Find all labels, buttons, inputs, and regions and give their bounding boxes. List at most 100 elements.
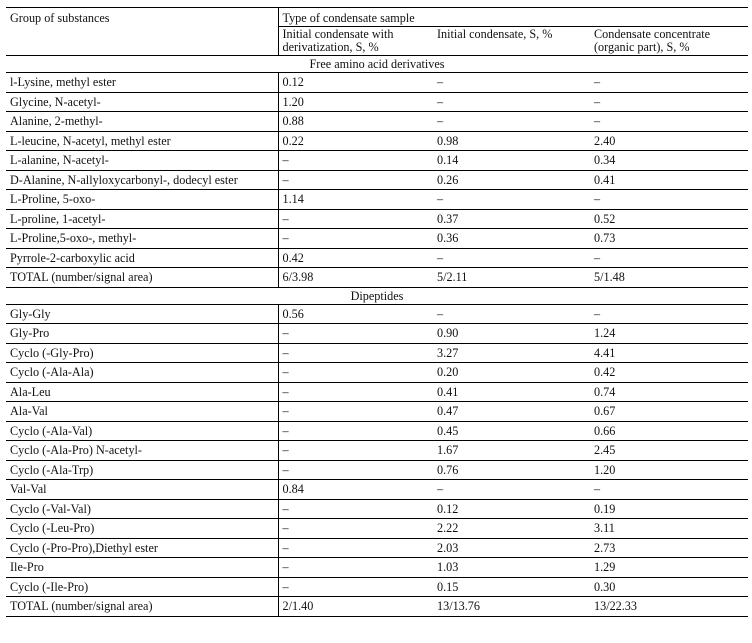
concentrate-value-cell: – <box>590 72 749 92</box>
initial-value-cell: 2.03 <box>433 537 590 558</box>
concentrate-value-cell: – <box>590 189 749 209</box>
concentrate-value-cell: – <box>590 91 749 112</box>
deriv-value-cell: – <box>277 401 433 421</box>
substance-name-cell: Gly-Pro <box>6 323 278 343</box>
initial-value-cell: 0.26 <box>433 169 590 190</box>
initial-value-cell: 0.37 <box>433 208 590 229</box>
table-row: L-Proline,5-oxo-, methyl- –0.36 0.73 <box>6 228 749 248</box>
concentrate-value-cell: 3.11 <box>590 518 749 538</box>
substance-name-cell: Gly-Gly <box>6 303 278 324</box>
concentrate-value-cell: 0.34 <box>590 150 749 170</box>
initial-value-cell: 0.20 <box>433 362 590 382</box>
initial-value-cell: 0.14 <box>433 150 590 170</box>
concentrate-value-cell: 1.24 <box>590 323 749 343</box>
initial-value-cell: 13/13.76 <box>433 596 590 617</box>
deriv-value-cell: 6/3.98 <box>277 267 433 287</box>
table-row: Cyclo (-Ala-Ala) –0.20 0.42 <box>6 362 749 382</box>
substance-name-cell: Cyclo (-Ile-Pro) <box>6 576 278 597</box>
initial-value-cell: – <box>433 303 590 324</box>
table-row: Cyclo (-Val-Val) –0.12 0.19 <box>6 498 749 519</box>
table-row: Gly-Gly 0.56– – <box>6 303 749 324</box>
concentrate-value-cell: 2.45 <box>590 440 749 460</box>
substance-name-cell: D-Alanine, N-allyloxycarbonyl-, dodecyl … <box>6 169 278 190</box>
deriv-value-cell: – <box>277 381 433 402</box>
table-row: L-alanine, N-acetyl- –0.14 0.34 <box>6 150 749 170</box>
concentrate-value-cell: 0.42 <box>590 362 749 382</box>
initial-value-cell: – <box>433 111 590 131</box>
initial-value-cell: 5/2.11 <box>433 267 590 287</box>
initial-value-cell: – <box>433 91 590 112</box>
initial-value-cell: 2.22 <box>433 518 590 538</box>
deriv-value-cell: 0.12 <box>277 72 433 92</box>
table-row: L-leucine, N-acetyl, methyl ester 0.22 0.9… <box>6 130 749 151</box>
concentrate-value-cell: 1.20 <box>590 459 749 480</box>
concentrate-value-cell: – <box>590 303 749 324</box>
concentrate-value-cell: 0.66 <box>590 420 749 441</box>
header-row-1: Group of substances Type of condensate s… <box>6 7 749 56</box>
substance-name-cell: Glycine, N-acetyl- <box>6 91 278 112</box>
table-row: Ala-Val –0.47 0.67 <box>6 401 749 421</box>
initial-value-cell: 0.90 <box>433 323 590 343</box>
table-row: Ala-Leu –0.41 0.74 <box>6 381 749 402</box>
substance-name-cell: Cyclo (-Pro-Pro),Diethyl ester <box>6 537 278 558</box>
substance-name-cell: L-Proline, 5-oxo- <box>6 189 278 209</box>
concentrate-value-cell: 0.30 <box>590 576 749 597</box>
substance-name-cell: Cyclo (-Ala-Trp) <box>6 459 278 480</box>
concentrate-column-header: Condensate concentrate (organic part), S… <box>590 26 749 56</box>
section-title: Free amino acid derivatives <box>6 55 749 73</box>
deriv-value-cell: – <box>277 498 433 519</box>
substance-name-cell: L-leucine, N-acetyl, methyl ester <box>6 130 278 151</box>
initial-value-cell: 0.76 <box>433 459 590 480</box>
initial-value-cell: 0.47 <box>433 401 590 421</box>
table-row: L-proline, 1-acetyl- –0.37 0.52 <box>6 208 749 229</box>
initial-value-cell: 1.03 <box>433 557 590 577</box>
initial-column-header: Initial condensate, S, % <box>433 26 590 56</box>
section-header-row: Free amino acid derivatives <box>6 55 749 73</box>
initial-value-cell: 0.12 <box>433 498 590 519</box>
substance-name-cell: l-Lysine, methyl ester <box>6 72 278 92</box>
deriv-value-cell: – <box>277 440 433 460</box>
deriv-value-cell: – <box>277 362 433 382</box>
deriv-value-cell: – <box>277 169 433 190</box>
initial-value-cell: 0.41 <box>433 381 590 402</box>
deriv-value-cell: – <box>277 150 433 170</box>
group-of-substances-header: Group of substances <box>6 7 278 56</box>
table-row: Cyclo (-Ile-Pro) –0.15 0.30 <box>6 576 749 597</box>
deriv-value-cell: 0.22 <box>277 130 433 151</box>
deriv-value-cell: 0.88 <box>277 111 433 131</box>
initial-value-cell: 0.15 <box>433 576 590 597</box>
substance-name-cell: Alanine, 2-methyl- <box>6 111 278 131</box>
table-row: Cyclo (-Leu-Pro) –2.22 3.11 <box>6 518 749 538</box>
deriv-value-cell: – <box>277 518 433 538</box>
table-row: Val-Val 0.84– – <box>6 479 749 499</box>
substance-name-cell: TOTAL (number/signal area) <box>6 267 278 287</box>
section-header-row: Dipeptides <box>6 286 749 304</box>
table-row: Cyclo (-Ala-Pro) N-acetyl- –1.67 2.45 <box>6 440 749 460</box>
concentrate-value-cell: 0.19 <box>590 498 749 519</box>
concentrate-value-cell: 2.40 <box>590 130 749 151</box>
concentrate-value-cell: 0.73 <box>590 228 749 248</box>
deriv-value-cell: 0.56 <box>277 303 433 324</box>
concentrate-value-cell: 5/1.48 <box>590 267 749 287</box>
deriv-value-cell: – <box>277 323 433 343</box>
condensate-table: Group of substances Type of condensate s… <box>6 7 749 617</box>
substance-name-cell: L-Proline,5-oxo-, methyl- <box>6 228 278 248</box>
deriv-value-cell: – <box>277 576 433 597</box>
deriv-value-cell: – <box>277 228 433 248</box>
deriv-value-cell: – <box>277 537 433 558</box>
deriv-value-cell: 2/1.40 <box>277 596 433 617</box>
concentrate-value-cell: 0.74 <box>590 381 749 402</box>
initial-value-cell: 0.98 <box>433 130 590 151</box>
table-row: Cyclo (-Pro-Pro),Diethyl ester –2.03 2.73 <box>6 537 749 558</box>
deriv-value-cell: 1.20 <box>277 91 433 112</box>
initial-value-cell: 0.36 <box>433 228 590 248</box>
total-row: TOTAL (number/signal area) 6/3.98 5/2.11 5/… <box>6 267 749 287</box>
header-row-2: Initial condensate with derivatization, … <box>6 26 749 56</box>
concentrate-value-cell: – <box>590 111 749 131</box>
concentrate-value-cell: – <box>590 247 749 268</box>
deriv-value-cell: – <box>277 557 433 577</box>
concentrate-value-cell: 1.29 <box>590 557 749 577</box>
table-row: Alanine, 2-methyl- 0.88– – <box>6 111 749 131</box>
substance-name-cell: Ile-Pro <box>6 557 278 577</box>
table-row: Cyclo (-Ala-Val) –0.45 0.66 <box>6 420 749 441</box>
